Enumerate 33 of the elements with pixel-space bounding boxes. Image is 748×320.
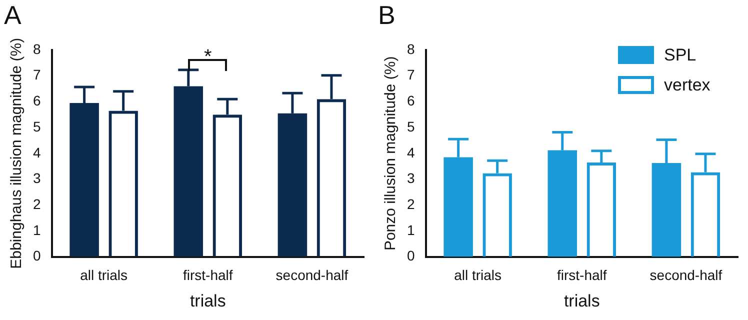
- y-tick-label: 2: [406, 196, 415, 212]
- chart-title: B: [378, 0, 396, 30]
- legend-label: SPL: [664, 46, 696, 65]
- y-tick-label: 3: [32, 170, 41, 186]
- x-tick-label: second-half: [276, 267, 348, 284]
- y-axis-title: Ebbinghaus illusion magnitude (%): [8, 38, 26, 269]
- y-tick-label: 5: [32, 118, 41, 134]
- y-tick-label: 8: [406, 40, 415, 57]
- x-tick-label: first-half: [182, 267, 233, 284]
- y-tick-label: 4: [406, 144, 415, 160]
- y-tick-label: 1: [406, 222, 415, 238]
- annotation: *: [204, 46, 212, 68]
- chart-title: A: [4, 0, 22, 30]
- y-tick-label: 4: [32, 144, 41, 160]
- y-tick-label: 1: [32, 222, 41, 238]
- y-tick-label: 6: [406, 92, 415, 109]
- x-tick-label: all trials: [80, 267, 128, 284]
- y-tick-label: 5: [406, 118, 415, 134]
- x-tick-label: first-half: [556, 267, 607, 284]
- x-tick-label: all trials: [454, 267, 502, 284]
- y-tick-label: 3: [406, 170, 415, 186]
- y-tick-label: 2: [32, 196, 41, 212]
- legend-label: vertex: [664, 76, 711, 95]
- y-tick-label: 7: [406, 66, 415, 83]
- y-tick-label: 8: [32, 40, 41, 57]
- y-tick-label: 6: [32, 92, 41, 109]
- x-axis-title: trials: [190, 291, 226, 310]
- x-axis-title: trials: [564, 291, 600, 310]
- x-tick-label: second-half: [650, 267, 722, 284]
- y-tick-label: 0: [32, 248, 41, 264]
- y-tick-label: 7: [32, 66, 41, 83]
- y-tick-label: 0: [406, 248, 415, 264]
- y-axis-title: Ponzo illusion magnitude (%): [382, 56, 400, 251]
